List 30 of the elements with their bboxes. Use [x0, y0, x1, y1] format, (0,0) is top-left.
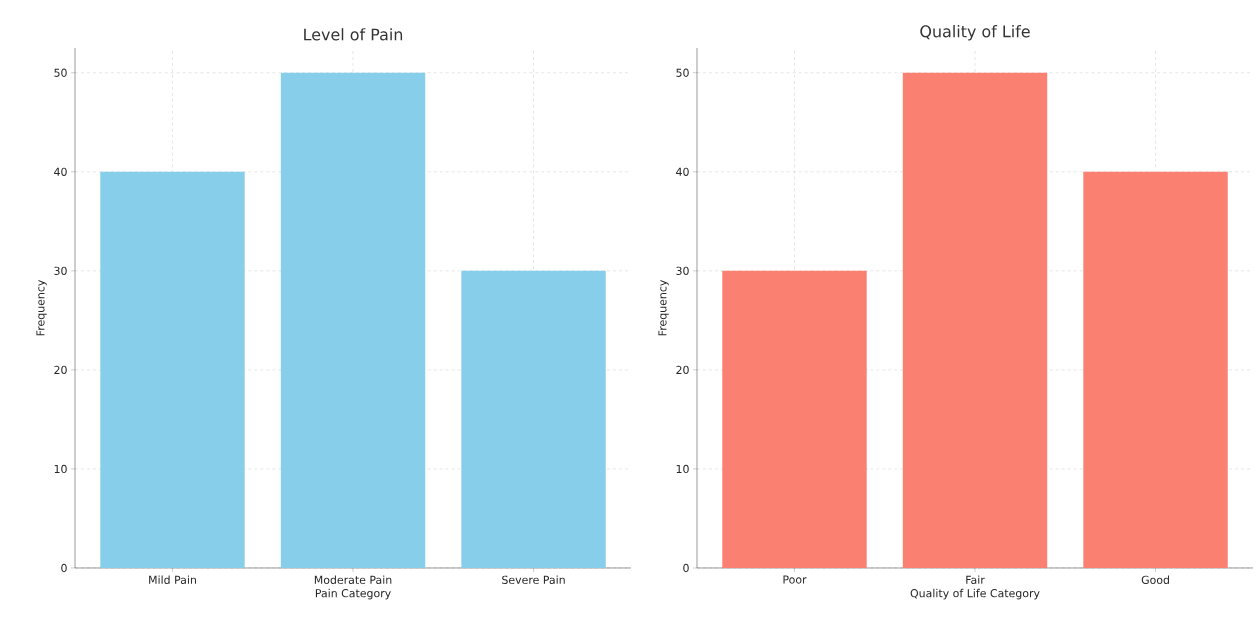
bar [1083, 171, 1228, 568]
y-tick-label: 50 [676, 68, 689, 77]
x-axis-title: Quality of Life Category [910, 588, 1040, 600]
y-tick-label: 30 [54, 266, 67, 275]
y-tick-label: 40 [676, 167, 689, 176]
x-tick-label: Moderate Pain [314, 575, 392, 584]
bar [722, 270, 867, 568]
y-tick-label: 50 [54, 68, 67, 77]
y-tick-label: 20 [676, 365, 689, 375]
chart-title: Quality of Life [920, 25, 1030, 41]
y-tick-label: 20 [54, 365, 67, 375]
x-tick-label: Severe Pain [502, 575, 565, 584]
x-tick-label: Poor [783, 575, 807, 584]
chart-title: Level of Pain [304, 28, 403, 41]
y-tick-label: 10 [676, 464, 689, 474]
x-axis-title: Pain Category [315, 588, 391, 600]
bar [461, 270, 606, 568]
y-tick-label: 0 [61, 563, 67, 573]
y-tick-label: 40 [54, 167, 67, 176]
bar [280, 72, 426, 568]
y-tick-label: 30 [676, 266, 689, 275]
bar [902, 72, 1048, 568]
bar [100, 171, 245, 568]
x-tick-label: Good [1141, 575, 1169, 584]
x-tick-label: Fair [966, 575, 985, 584]
y-axis-title: Frequency [36, 280, 47, 336]
x-tick-label: Mild Pain [149, 575, 196, 584]
y-tick-label: 0 [683, 563, 689, 573]
y-axis-title: Frequency [658, 280, 669, 336]
y-tick-label: 10 [54, 464, 67, 474]
